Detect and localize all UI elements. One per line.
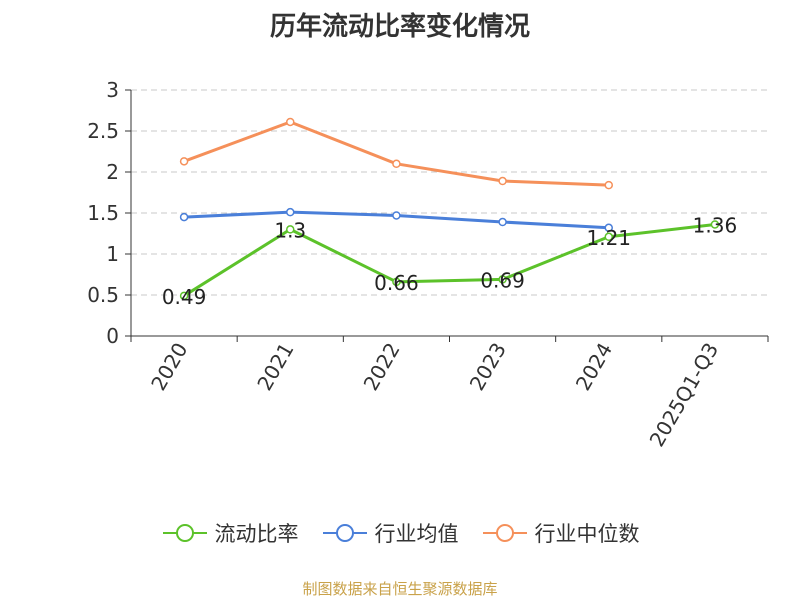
data-point	[710, 220, 720, 229]
x-tick-label: 2024	[571, 339, 617, 395]
data-label: 1.21	[586, 226, 631, 250]
y-tick-label: 3	[106, 78, 119, 102]
series-line	[183, 222, 716, 298]
legend-item-industry-mean[interactable]: 行业均值	[321, 518, 459, 548]
data-label: 1.36	[693, 213, 738, 237]
data-label: 0.66	[374, 271, 419, 295]
x-tick-label: 2022	[359, 339, 405, 395]
data-label: 0.69	[480, 268, 525, 292]
data-point	[604, 180, 613, 190]
data-label: 1.3	[274, 218, 306, 242]
data-point	[604, 223, 613, 233]
data-point	[286, 225, 295, 234]
legend-marker-industry-mean-icon	[322, 524, 367, 542]
data-point	[286, 207, 295, 217]
y-tick-label: 1	[106, 242, 119, 266]
data-source-note: 制图数据来自恒生聚源数据库	[302, 580, 498, 598]
chart-title: 历年流动比率变化情况	[269, 12, 530, 42]
x-tick-label: 2021	[252, 339, 298, 395]
legend-label-industry-mean: 行业均值	[374, 522, 459, 546]
legend-marker-current-ratio-icon	[162, 524, 207, 542]
legend: 流动比率 行业均值 行业中位数	[0, 518, 800, 548]
y-tick-label: 1.5	[87, 201, 119, 225]
y-tick-label: 2.5	[87, 119, 119, 143]
data-point	[179, 157, 189, 166]
data-point	[392, 159, 401, 169]
y-tick-label: 0	[106, 324, 119, 348]
data-point	[604, 232, 613, 242]
data-point	[179, 291, 189, 301]
data-point	[179, 212, 189, 222]
legend-item-industry-median[interactable]: 行业中位数	[481, 518, 640, 548]
legend-item-current-ratio[interactable]: 流动比率	[161, 518, 299, 548]
y-tick-label: 0.5	[87, 283, 119, 307]
legend-label-current-ratio: 流动比率	[214, 522, 299, 546]
data-point	[392, 277, 401, 287]
legend-label-industry-median: 行业中位数	[534, 522, 640, 546]
y-tick-label: 2	[106, 160, 119, 184]
data-point	[392, 211, 401, 220]
data-point	[498, 217, 507, 227]
x-tick-label: 2025Q1-Q3	[645, 339, 724, 451]
legend-marker-industry-median-icon	[482, 524, 527, 542]
data-label: 0.49	[162, 285, 207, 309]
x-tick-label: 2023	[465, 339, 511, 395]
data-point	[498, 275, 507, 284]
data-point	[286, 117, 295, 127]
x-tick-label: 2020	[146, 339, 192, 395]
data-point	[498, 176, 507, 186]
